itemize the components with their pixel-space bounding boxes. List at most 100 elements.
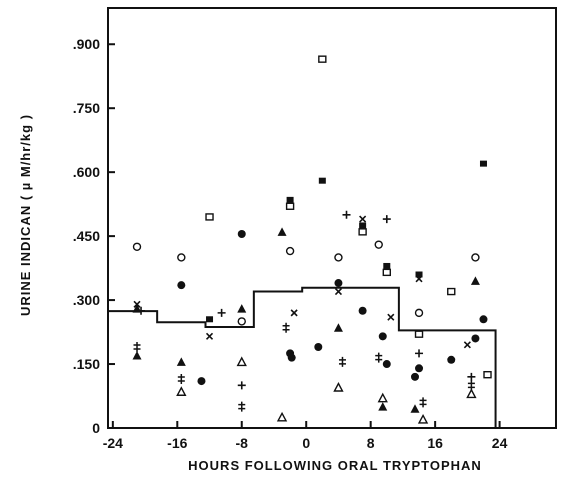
marker-shape — [377, 392, 388, 403]
data-point — [447, 355, 456, 364]
data-point — [378, 402, 388, 411]
data-point — [177, 281, 186, 290]
data-point — [285, 246, 295, 256]
data-point — [382, 215, 391, 224]
data-point — [217, 308, 226, 317]
marker-shape — [285, 202, 295, 210]
marker-shape — [415, 271, 423, 278]
marker-shape — [414, 330, 424, 338]
data-point — [318, 177, 326, 184]
data-point — [415, 275, 423, 283]
marker-shape — [415, 275, 423, 283]
data-point — [177, 253, 186, 262]
marker-shape — [314, 342, 323, 351]
marker-shape — [177, 281, 186, 290]
data-point — [177, 373, 185, 384]
marker-shape — [287, 353, 296, 362]
data-point — [205, 213, 214, 221]
data-point — [334, 253, 343, 262]
x-tick-label: 8 — [367, 435, 375, 451]
data-point — [237, 304, 247, 313]
data-point — [467, 380, 475, 391]
marker-shape — [410, 372, 419, 381]
marker-shape — [276, 411, 288, 422]
marker-shape — [238, 401, 246, 412]
y-tick-label: 0 — [92, 420, 100, 436]
marker-shape — [378, 332, 387, 341]
marker-shape — [133, 341, 141, 352]
data-point — [378, 332, 387, 341]
data-point — [417, 413, 429, 424]
data-point — [132, 351, 142, 360]
marker-shape — [176, 386, 187, 396]
marker-shape — [467, 380, 475, 391]
marker-shape — [375, 352, 383, 363]
data-point — [382, 360, 391, 369]
x-tick-label: 16 — [427, 435, 443, 451]
data-point — [282, 322, 290, 333]
data-point — [290, 309, 298, 317]
x-tick-label: -24 — [103, 435, 123, 451]
y-tick-label: .900 — [73, 36, 100, 52]
data-point — [285, 202, 295, 210]
data-point — [276, 411, 288, 422]
marker-shape — [467, 372, 476, 381]
marker-shape — [237, 229, 246, 238]
marker-shape — [277, 227, 287, 236]
data-point — [205, 332, 214, 340]
data-point — [314, 342, 323, 351]
marker-shape — [447, 287, 456, 296]
data-point — [342, 210, 351, 219]
marker-shape — [358, 306, 367, 315]
marker-shape — [419, 397, 427, 408]
marker-shape — [378, 402, 388, 411]
data-point — [197, 377, 206, 386]
data-point — [387, 313, 395, 321]
data-point — [410, 404, 420, 413]
marker-shape — [334, 253, 343, 262]
marker-shape — [285, 246, 295, 256]
marker-shape — [410, 404, 420, 413]
x-tick-label: -8 — [236, 435, 249, 451]
data-point — [382, 268, 391, 277]
data-point — [377, 392, 388, 403]
marker-shape — [387, 313, 395, 321]
x-tick-label: -16 — [167, 435, 187, 451]
marker-shape — [470, 276, 480, 285]
data-point — [238, 401, 246, 412]
x-axis-label: HOURS FOLLOWING ORAL TRYPTOPHAN — [188, 458, 482, 473]
marker-shape — [318, 177, 326, 184]
data-point — [358, 306, 367, 315]
data-point — [471, 253, 480, 262]
data-point — [334, 287, 343, 296]
marker-shape — [483, 371, 492, 379]
data-point — [414, 308, 424, 318]
data-point — [237, 317, 246, 326]
marker-shape — [132, 351, 142, 360]
data-point — [466, 388, 477, 399]
data-point — [415, 364, 424, 373]
marker-shape — [479, 315, 488, 324]
marker-shape — [415, 349, 424, 358]
marker-shape — [290, 309, 298, 317]
data-point — [414, 330, 424, 338]
data-point — [359, 215, 367, 223]
marker-shape — [471, 334, 480, 343]
marker-shape — [282, 322, 290, 333]
data-point — [471, 334, 480, 343]
marker-shape — [417, 413, 429, 424]
data-point — [287, 353, 296, 362]
y-axis-label: URINE INDICAN ( µ M/hr/kg ) — [18, 114, 33, 316]
marker-shape — [237, 317, 246, 326]
marker-shape — [414, 308, 424, 318]
data-point — [419, 397, 427, 408]
marker-shape — [415, 364, 424, 373]
data-point — [415, 349, 424, 358]
marker-shape — [176, 357, 186, 366]
marker-shape — [197, 377, 206, 386]
marker-shape — [471, 253, 480, 262]
marker-shape — [338, 356, 346, 367]
data-point — [463, 341, 471, 349]
marker-shape — [359, 222, 367, 229]
data-point — [334, 279, 343, 288]
